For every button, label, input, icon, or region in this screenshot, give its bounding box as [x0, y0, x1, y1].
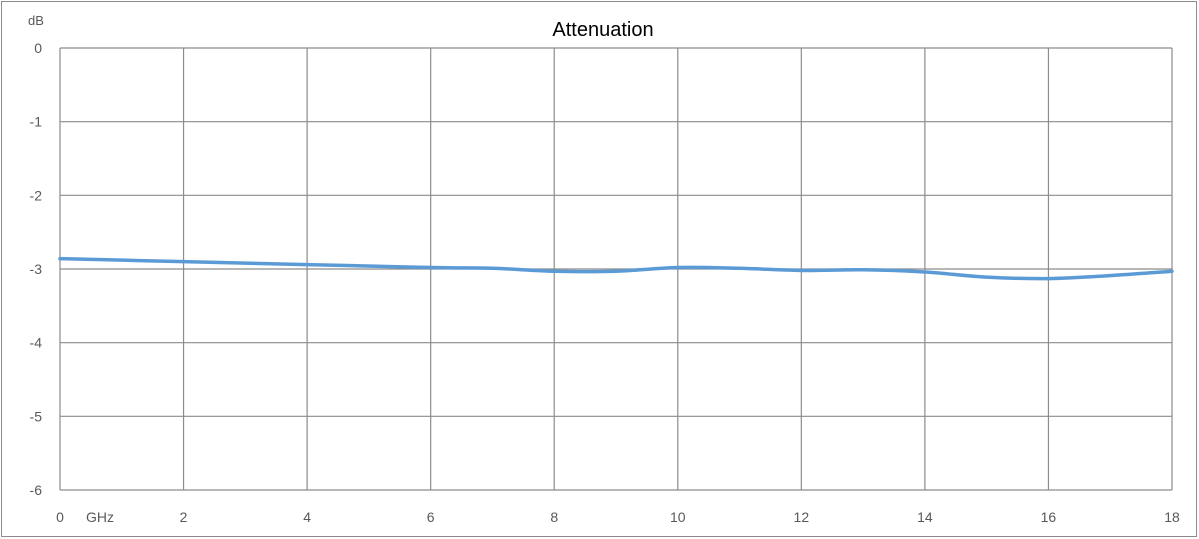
grid-lines — [59, 47, 1173, 491]
y-tick-label: 0 — [34, 40, 42, 56]
x-tick-label: 14 — [917, 509, 933, 525]
x-tick-label: 8 — [550, 509, 558, 525]
attenuation-series-line — [58, 256, 1174, 281]
x-tick-label: 4 — [303, 509, 311, 525]
x-tick-label: 16 — [1041, 509, 1057, 525]
tick-labels: 0 2 4 6 8 10 12 14 16 18 0 -1 -2 -3 -4 -5 -6 — [30, 40, 1180, 525]
series-layer — [58, 256, 1174, 281]
y-tick-label: -2 — [30, 187, 43, 203]
x-tick-label: 18 — [1164, 509, 1180, 525]
y-tick-label: -5 — [30, 408, 43, 424]
x-tick-label: 6 — [427, 509, 435, 525]
y-tick-label: -6 — [30, 482, 43, 498]
y-tick-label: -1 — [30, 114, 43, 130]
x-tick-label: 10 — [670, 509, 686, 525]
chart-title: Attenuation — [552, 19, 653, 41]
y-tick-label: -4 — [30, 335, 43, 351]
y-tick-label: -3 — [30, 261, 43, 277]
x-tick-label: 2 — [180, 509, 188, 525]
x-tick-label: 0 — [56, 509, 64, 525]
x-axis-unit-label: GHz — [86, 509, 114, 525]
y-axis-unit-label: dB — [28, 13, 44, 28]
x-tick-label: 12 — [794, 509, 810, 525]
